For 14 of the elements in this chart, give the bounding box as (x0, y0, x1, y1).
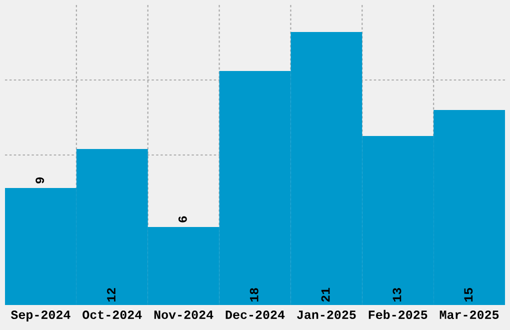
x-tick-label: Mar-2025 (440, 310, 499, 320)
data-label: 18 (250, 288, 258, 302)
x-tick-label: Oct-2024 (82, 310, 142, 320)
x-tick-label: Jan-2025 (297, 310, 356, 320)
data-label: 15 (464, 288, 473, 302)
x-tick-label: Nov-2024 (154, 310, 214, 320)
data-label: 12 (107, 288, 116, 302)
x-tick-label: Dec-2024 (226, 310, 285, 320)
data-label: 13 (392, 288, 402, 302)
data-label: 21 (321, 288, 330, 302)
data-label: 9 (36, 177, 44, 184)
x-tick-label: Feb-2025 (368, 310, 428, 320)
data-label: 6 (178, 216, 187, 222)
x-tick-label: Sep-2024 (10, 310, 70, 322)
